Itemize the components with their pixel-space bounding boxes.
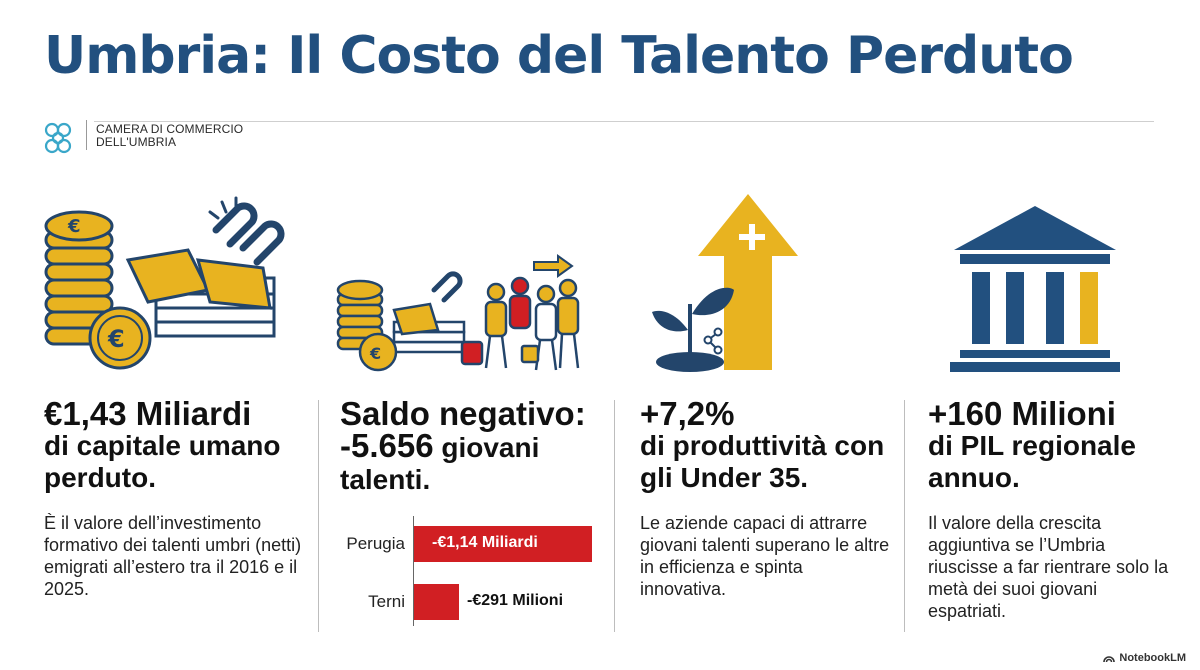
- chart-category-label: Perugia: [346, 534, 405, 553]
- chart-row: Perugia -€1,14 Miliardi: [330, 522, 600, 566]
- notebooklm-logo-icon: [1103, 655, 1116, 662]
- stat-value: -5.656: [340, 427, 434, 464]
- stat-saldo-negativo: Saldo negativo: -5.656 giovani talenti.: [340, 395, 600, 496]
- column-separator: [904, 400, 905, 632]
- stat-capitale-umano: €1,43 Miliardi di capitale umano perduto…: [44, 395, 314, 600]
- bank-icon: [950, 206, 1120, 372]
- svg-text:€: €: [107, 325, 125, 353]
- stat-headline: €1,43 Miliardi di capitale umano perduto…: [44, 395, 314, 494]
- stat-description: Il valore della crescita aggiuntiva se l…: [928, 513, 1169, 621]
- stat-description: Le aziende capaci di attrarre giovani ta…: [640, 513, 890, 599]
- org-line-1: CAMERA DI COMMERCIO: [96, 122, 244, 136]
- stat-value: +7,2%: [640, 395, 735, 432]
- notebooklm-badge: NotebookLM: [1103, 652, 1186, 664]
- chart-data-label: -€1,14 Miliardi: [432, 534, 538, 551]
- org-line-2: DELL'UMBRIA: [96, 135, 177, 149]
- organization-name: CAMERA DI COMMERCIO DELL'UMBRIA: [96, 123, 243, 149]
- logo-separator: [86, 120, 87, 150]
- stat-label: di capitale umano perduto.: [44, 430, 281, 493]
- stat-label: giovani talenti.: [340, 432, 540, 495]
- stat-value: €1,43 Miliardi: [44, 395, 252, 432]
- svg-text:€: €: [369, 344, 381, 363]
- chart-category-label: Terni: [368, 592, 405, 611]
- stat-description: È il valore dell’investimento formativo …: [44, 513, 302, 599]
- growth-arrow-icon: [652, 194, 798, 372]
- chamber-logo-icon: [44, 122, 72, 154]
- page-title: Umbria: Il Costo del Talento Perduto: [44, 26, 1074, 86]
- chart-data-label: -€291 Milioni: [467, 592, 564, 609]
- stat-produttivita: +7,2% di produttività con gli Under 35. …: [640, 395, 890, 600]
- stat-value: +160 Milioni: [928, 395, 1116, 432]
- footer-text: NotebookLM: [1119, 652, 1186, 664]
- stat-label: di PIL regionale annuo.: [928, 430, 1136, 493]
- stat-label: di produttività con gli Under 35.: [640, 430, 885, 493]
- svg-text:€: €: [67, 216, 81, 237]
- stat-headline: Saldo negativo: -5.656 giovani talenti.: [340, 395, 600, 496]
- stat-pil-regionale: +160 Milioni di PIL regionale annuo. Il …: [928, 395, 1178, 622]
- stat-headline: +7,2% di produttività con gli Under 35.: [640, 395, 890, 494]
- emigration-cost-chart: Perugia -€1,14 Miliardi Terni -€291 Mili…: [330, 516, 600, 626]
- migrating-people-icon: €: [336, 254, 580, 372]
- chart-bar: [414, 584, 459, 620]
- column-separator: [318, 400, 319, 632]
- chart-row: Terni -€291 Milioni: [330, 580, 600, 624]
- stat-headline: +160 Milioni di PIL regionale annuo.: [928, 395, 1178, 494]
- chart-axis: [413, 516, 414, 626]
- broken-chain-icon: [212, 202, 285, 266]
- coins-icon: € €: [44, 196, 285, 370]
- stat-value-prefix: Saldo negativo:: [340, 395, 586, 432]
- column-separator: [614, 400, 615, 632]
- header-rule: [94, 121, 1154, 122]
- chart-bar: [414, 526, 592, 562]
- plant-icon: [652, 287, 734, 372]
